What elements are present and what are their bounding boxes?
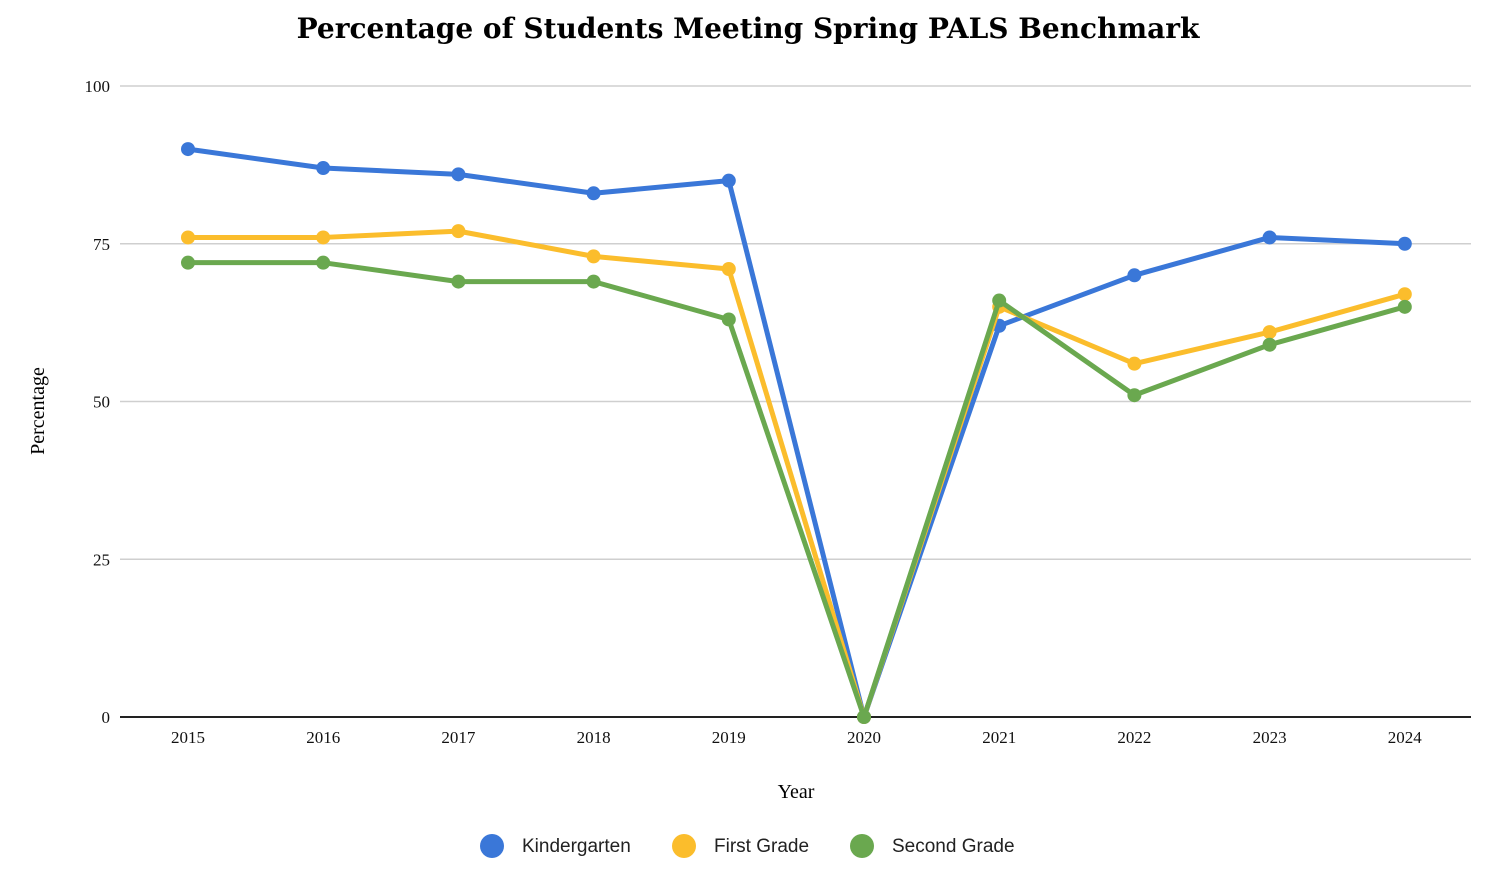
data-point <box>1127 388 1142 403</box>
data-point <box>181 142 195 157</box>
data-point <box>586 274 601 289</box>
data-point <box>1127 268 1142 283</box>
x-tick-label: 2021 <box>982 728 1016 747</box>
data-point <box>992 293 1007 308</box>
x-tick-label: 2024 <box>1388 728 1423 747</box>
data-point <box>586 186 601 201</box>
data-point <box>1397 236 1412 251</box>
legend-swatch <box>672 834 696 858</box>
data-point <box>721 173 736 188</box>
legend: Kindergarten First Grade Second Grade <box>480 834 1015 858</box>
data-point <box>1127 356 1142 371</box>
data-point <box>451 224 466 239</box>
y-tick-label: 50 <box>93 393 110 412</box>
x-axis-title: Year <box>778 781 815 803</box>
legend-swatch <box>850 834 874 858</box>
data-point <box>1397 299 1412 314</box>
x-tick-label: 2023 <box>1253 728 1287 747</box>
data-point <box>721 312 736 327</box>
series-kindergarten <box>181 142 1412 724</box>
data-point <box>1262 337 1277 352</box>
series-line <box>185 146 1408 720</box>
legend-swatch <box>480 834 504 858</box>
series-line <box>185 260 1408 720</box>
data-point <box>316 230 331 245</box>
y-tick-label: 25 <box>93 550 110 569</box>
y-axis-title: Percentage <box>27 367 49 455</box>
series-lines <box>181 142 1412 724</box>
x-tick-label: 2016 <box>306 728 340 747</box>
data-point <box>586 249 601 264</box>
data-point <box>857 710 871 724</box>
data-point <box>721 261 736 276</box>
y-axis-ticks: 0 25 50 75 100 <box>85 77 111 727</box>
data-point <box>181 255 195 270</box>
y-tick-label: 75 <box>93 235 110 254</box>
y-tick-label: 0 <box>102 708 111 727</box>
x-tick-label: 2018 <box>577 728 611 747</box>
x-tick-label: 2022 <box>1117 728 1151 747</box>
data-point <box>181 230 195 245</box>
gridlines <box>120 85 1471 718</box>
data-point <box>451 274 466 289</box>
data-point <box>1262 230 1277 245</box>
x-tick-label: 2017 <box>441 728 476 747</box>
data-point <box>1262 325 1277 340</box>
legend-label: First Grade <box>714 836 809 857</box>
legend-item: First Grade <box>672 834 809 858</box>
legend-item: Second Grade <box>850 834 1015 858</box>
data-point <box>451 167 466 182</box>
x-tick-label: 2015 <box>171 728 205 747</box>
x-tick-label: 2019 <box>712 728 746 747</box>
data-point <box>1397 287 1412 302</box>
series-line <box>185 228 1408 720</box>
series-first-grade <box>181 224 1412 724</box>
x-tick-label: 2020 <box>847 728 881 747</box>
legend-label: Second Grade <box>892 836 1015 857</box>
chart-title: Percentage of Students Meeting Spring PA… <box>297 12 1200 45</box>
data-point <box>316 255 331 270</box>
data-point <box>316 161 331 176</box>
series-second-grade <box>181 255 1412 724</box>
legend-label: Kindergarten <box>522 836 631 857</box>
x-axis-ticks: 2015 2016 2017 2018 2019 2020 2021 2022 2023 2024 <box>171 728 1422 747</box>
legend-item: Kindergarten <box>480 834 631 858</box>
y-tick-label: 100 <box>85 77 111 96</box>
